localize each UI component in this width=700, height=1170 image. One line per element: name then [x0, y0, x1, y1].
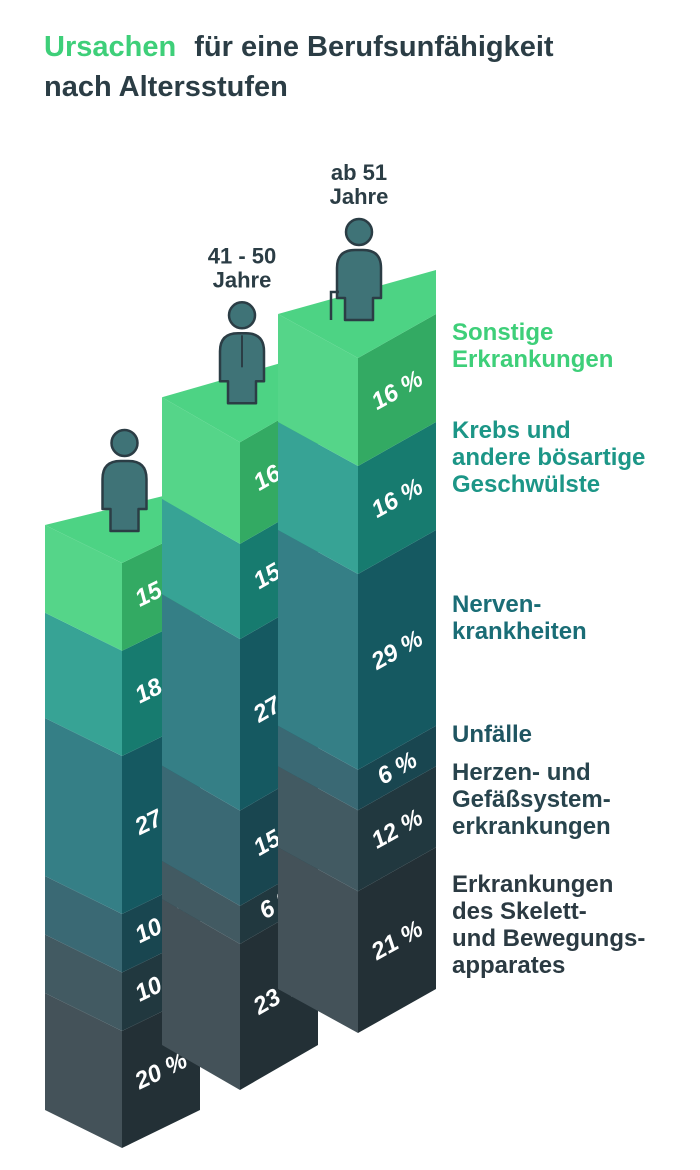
bar-segment-left-erkrankungen-des-col2 — [162, 898, 240, 1090]
bar-segment-nervenkrankheiten-col3 — [358, 530, 436, 770]
person-with-tie-icon — [218, 301, 266, 405]
bar-segment-left-herzen-und-col1 — [45, 934, 122, 1031]
chart-title-rest: für eine Berufsunfähigkeit — [194, 31, 554, 63]
bar-segment-left-krebs-und-col1 — [45, 612, 122, 757]
legend-entry-krebs: Krebs und andere bösartige Geschwülste — [452, 417, 645, 498]
category-label: 41 - 50 — [208, 243, 277, 268]
person-with-cane-icon — [329, 217, 383, 322]
bar-segment-left-erkrankungen-des-col3 — [278, 847, 358, 1033]
category-label: ab 51 — [331, 160, 387, 185]
bar-segment-herzen-und-col3 — [358, 766, 436, 892]
bar-segment-left-unfaelle-col2 — [162, 765, 240, 906]
bar-segment-left-krebs-und-col3 — [278, 422, 358, 574]
legend-entry-sonstige: Sonstige Erkrankungen — [452, 319, 613, 373]
bar-segment-erkrankungen-des-col3 — [358, 847, 436, 1033]
bar-segment-left-krebs-und-col2 — [162, 498, 240, 640]
bar-segment-sonstige-erkrankungen-col3 — [358, 314, 436, 466]
legend-entry-nerven: Nerven-krankheiten — [452, 591, 587, 645]
legend-entry-unfaelle: Unfälle — [452, 721, 532, 748]
bar-segment-left-unfaelle-col1 — [45, 876, 122, 973]
chart-title-accent: Ursachen — [44, 31, 176, 63]
chart-legend: Sonstige Erkrankungen Krebs und andere bösa… — [452, 319, 645, 979]
person-icon — [101, 428, 148, 533]
bar-segment-left-sonstige-erkrankungen-col3 — [278, 314, 358, 466]
bar-segment-krebs-und-col3 — [358, 422, 436, 574]
legend-entry-herzen: Herzen- und Gefäßsystem-erkrankungen — [452, 759, 611, 840]
chart-title-line-2: nach Altersstufen — [44, 71, 288, 103]
bar-segment-left-erkrankungen-des-col1 — [45, 993, 122, 1148]
bar-segment-left-sonstige-erkrankungen-col2 — [162, 397, 240, 544]
legend-entry-erkrankungen: Erkrankungen des Skelett-und Bewegungs-ap… — [452, 871, 645, 979]
bar-segment-left-nervenkrankheiten-col1 — [45, 718, 122, 914]
bar-segment-left-unfaelle-col3 — [278, 725, 358, 811]
category-label: Jahre — [213, 267, 272, 292]
category-label: Jahre — [330, 184, 389, 209]
bar-columns: 20 %10 %10 %27 %18 %15 %23 %6 %15 %27 %1… — [45, 160, 436, 1148]
bar-segment-left-sonstige-erkrankungen-col1 — [45, 525, 122, 651]
bar-segment-left-nervenkrankheiten-col2 — [162, 594, 240, 811]
bar-segment-left-herzen-und-col3 — [278, 766, 358, 892]
bar-segment-unfaelle-col3 — [358, 725, 436, 811]
bar-segment-left-nervenkrankheiten-col3 — [278, 530, 358, 770]
chart-title-line-1: Ursachen für eine Berufsunfähigkeit — [44, 31, 554, 63]
bar-segment-left-herzen-und-col2 — [162, 860, 240, 944]
